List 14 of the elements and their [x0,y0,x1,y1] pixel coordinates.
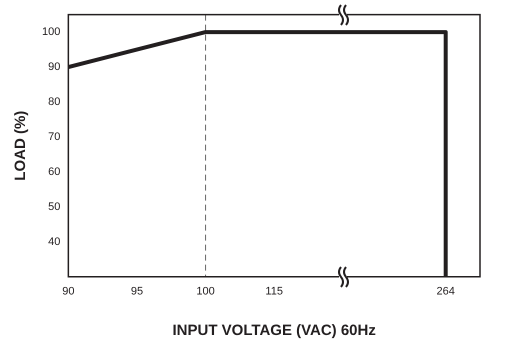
y-tick-label: 100 [42,26,60,38]
y-tick-label: 60 [48,166,60,178]
x-tick-label: 115 [265,285,283,298]
x-axis-title: INPUT VOLTAGE (VAC) 60Hz [172,322,376,340]
y-tick-label: 80 [48,96,60,108]
y-tick-label: 70 [48,130,60,143]
x-tick-label: 95 [130,285,144,298]
x-tick-label: 264 [436,285,455,298]
y-axis-title: LOAD (%) [12,110,30,181]
y-tick-label: 40 [48,236,60,248]
y-tick-label: 50 [48,200,60,213]
x-tick-label: 90 [62,285,74,298]
y-tick-label: 90 [48,61,60,74]
x-tick-label: 100 [196,285,215,298]
